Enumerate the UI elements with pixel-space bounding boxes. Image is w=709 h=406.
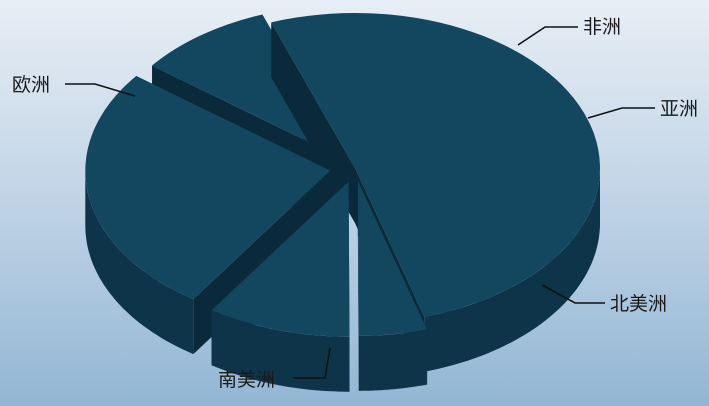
slice-europe-wall-start (271, 22, 355, 224)
slice-north-america-top (85, 76, 331, 300)
slice-africa-wall-end (357, 180, 359, 391)
label-group-asia: 亚洲 (587, 98, 698, 120)
slice-label-asia: 亚洲 (660, 98, 698, 120)
slice-asia (211, 181, 350, 392)
label-group-africa: 非洲 (517, 16, 621, 46)
slice-label-north-america: 北美洲 (610, 293, 667, 315)
slice-europe-side-0 (424, 168, 600, 372)
leader-line-south-america (293, 347, 331, 379)
slice-north-america (85, 76, 331, 355)
slice-africa (357, 180, 428, 391)
label-group-europe: 欧洲 (12, 74, 136, 97)
slice-africa-top (357, 180, 428, 336)
leader-line-north-america (541, 284, 605, 304)
slice-label-europe: 欧洲 (12, 74, 50, 96)
slice-label-south-america: 南美洲 (218, 369, 275, 391)
slice-north-america-side-0 (85, 170, 194, 355)
label-group-south-america: 南美洲 (218, 347, 331, 391)
pie-slices (85, 12, 601, 392)
slice-europe-top (271, 12, 601, 317)
slice-africa-side-0 (358, 329, 428, 391)
leader-line-africa (517, 26, 578, 46)
slice-asia-side-0 (211, 310, 350, 392)
slice-label-africa: 非洲 (583, 16, 621, 38)
slice-asia-top (211, 181, 350, 337)
leader-line-europe (65, 83, 136, 97)
slice-south-america-top (152, 14, 347, 161)
leader-line-asia (587, 107, 655, 119)
label-group-north-america: 北美洲 (541, 284, 667, 315)
